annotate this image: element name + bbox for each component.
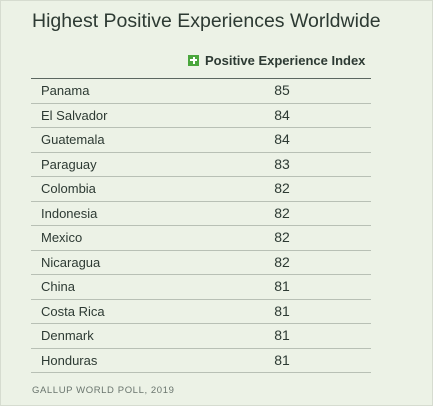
index-value: 82 (274, 180, 290, 196)
table-row: Honduras 81 (31, 349, 371, 373)
index-value: 81 (274, 327, 290, 343)
index-value: 84 (274, 131, 290, 147)
index-value: 82 (274, 204, 290, 221)
table-row: Costa Rica 81 (31, 300, 371, 324)
country-label: Costa Rica (41, 303, 105, 319)
country-label: Denmark (41, 328, 94, 343)
index-value: 81 (274, 302, 290, 319)
country-label: China (41, 279, 75, 294)
data-table: Panama 85 El Salvador 84 Guatemala 84 Paraguay… (31, 78, 371, 373)
table-row: China 81 (31, 275, 371, 300)
country-label: Paraguay (41, 156, 97, 172)
country-label: Nicaragua (41, 254, 101, 270)
table-row: Panama 85 (31, 79, 371, 104)
table-row: Paraguay 83 (31, 153, 371, 177)
country-label: Guatemala (41, 132, 105, 147)
legend: Positive Experience Index (188, 52, 365, 68)
index-value: 81 (274, 278, 290, 294)
table-row: Mexico 82 (31, 226, 371, 251)
country-label: Panama (41, 83, 90, 98)
source-note: GALLUP WORLD POLL, 2019 (32, 385, 175, 396)
table-row: Nicaragua 82 (31, 251, 371, 275)
index-value: 82 (274, 229, 290, 245)
index-value: 83 (274, 155, 290, 172)
table-row: Colombia 82 (31, 177, 371, 202)
table-row: Guatemala 84 (31, 128, 371, 153)
index-value: 85 (274, 82, 290, 98)
country-label: El Salvador (41, 107, 108, 123)
legend-label: Positive Experience Index (205, 52, 366, 68)
table-row: El Salvador 84 (31, 104, 371, 128)
chart-title: Highest Positive Experiences Worldwide (32, 10, 381, 32)
country-label: Indonesia (41, 205, 98, 221)
plus-icon (188, 54, 199, 66)
country-label: Colombia (41, 181, 96, 196)
index-value: 84 (274, 106, 290, 123)
table-row: Denmark 81 (31, 324, 371, 349)
country-label: Mexico (41, 230, 83, 245)
table-row: Indonesia 82 (31, 202, 371, 226)
country-label: Honduras (41, 352, 98, 368)
index-value: 82 (274, 253, 290, 270)
index-value: 81 (274, 351, 290, 368)
